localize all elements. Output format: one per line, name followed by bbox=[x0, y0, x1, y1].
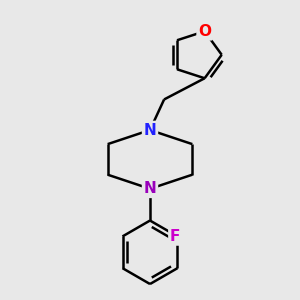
Text: F: F bbox=[170, 229, 180, 244]
Text: N: N bbox=[144, 181, 156, 196]
Text: N: N bbox=[144, 122, 156, 137]
Text: O: O bbox=[198, 24, 211, 39]
